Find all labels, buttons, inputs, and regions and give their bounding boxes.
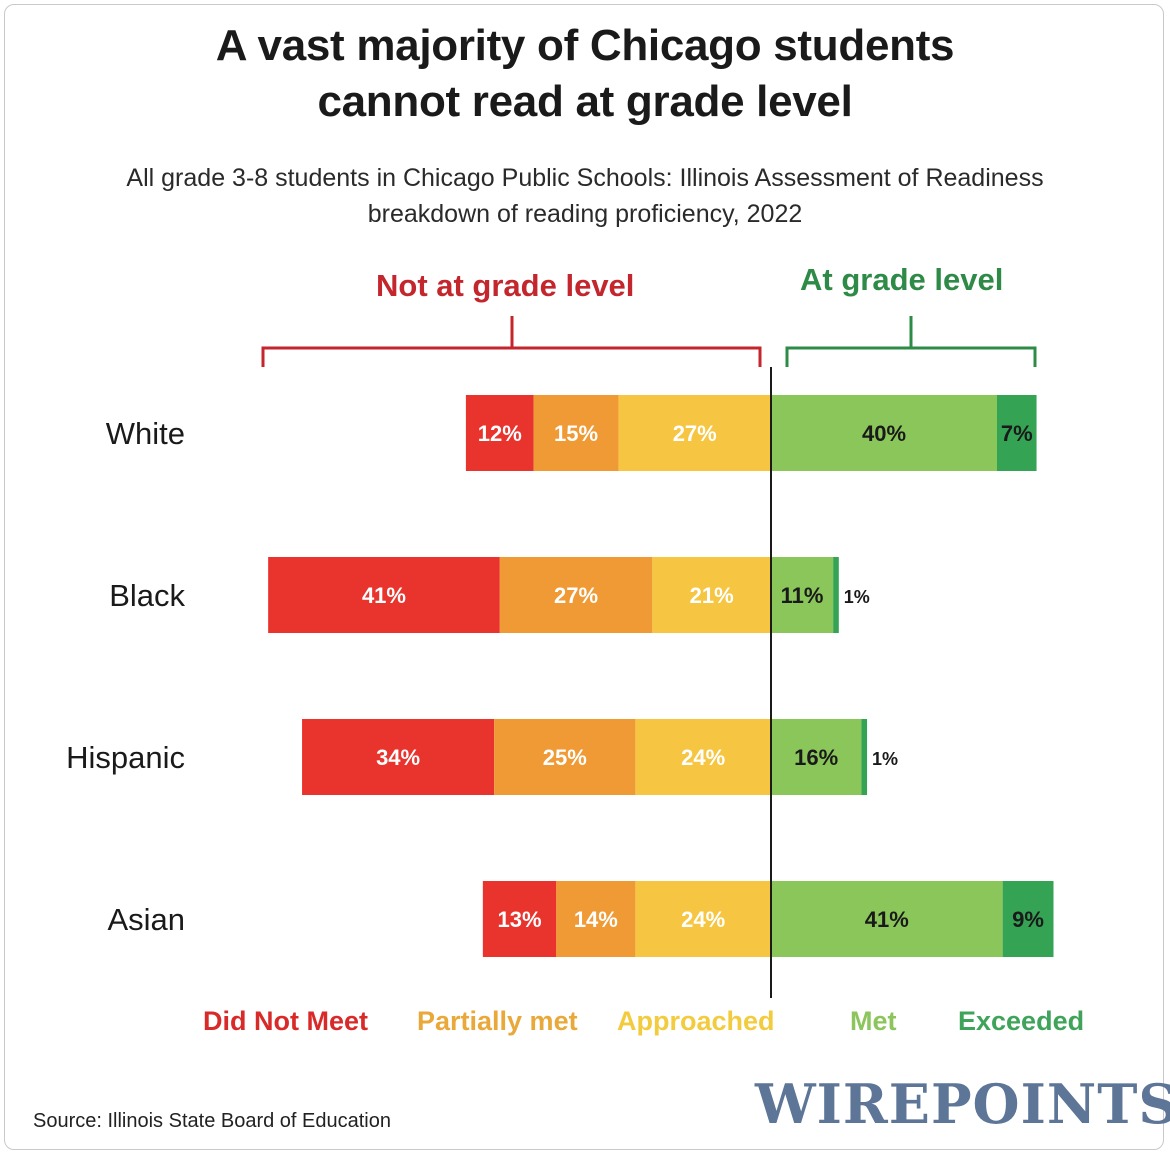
data-label-white-approached: 27% [673, 421, 717, 446]
wirepoints-logo: WIREPOINTS [755, 1072, 1170, 1136]
bar-hispanic-met [771, 719, 862, 795]
bar-white-partially-met [533, 395, 619, 471]
bar-white-exceeded [997, 395, 1037, 471]
legend-approached: Approached [617, 1006, 775, 1036]
source-note: Source: Illinois State Board of Educatio… [33, 1110, 391, 1132]
category-label-white: White [106, 416, 185, 451]
data-label-asian-exceeded: 9% [1012, 907, 1044, 932]
bar-black-exceeded [833, 557, 839, 633]
bar-asian-exceeded [1002, 881, 1054, 957]
bar-black-did-not-meet [268, 557, 500, 633]
bar-black-met [771, 557, 834, 633]
chart-subtitle: All grade 3-8 students in Chicago Public… [126, 164, 1044, 228]
data-label-black-met: 11% [781, 583, 824, 608]
bar-white-did-not-meet [465, 395, 534, 471]
legend-did-not-meet: Did Not Meet [203, 1006, 368, 1036]
bar-white-met [771, 395, 997, 471]
bar-hispanic-did-not-meet [302, 719, 495, 795]
category-label-black: Black [109, 578, 185, 613]
data-label-asian-met: 41% [865, 907, 909, 932]
data-label-black-did-not-meet: 41% [362, 583, 406, 608]
group-label-at-grade: At grade level [800, 262, 1004, 297]
data-label-hispanic-did-not-meet: 34% [376, 745, 420, 770]
data-label-black-approached: 21% [690, 583, 734, 608]
data-label-black-partially-met: 27% [554, 583, 598, 608]
data-label-white-exceeded: 7% [1001, 421, 1033, 446]
bar-asian-met [771, 881, 1003, 957]
category-label-asian: Asian [107, 902, 185, 937]
data-label-hispanic-met: 16% [794, 745, 838, 770]
bar-hispanic-approached [635, 719, 771, 795]
bar-asian-partially-met [556, 881, 636, 957]
data-label-asian-did-not-meet: 13% [498, 907, 542, 932]
legend-partially-met: Partially met [417, 1006, 578, 1036]
category-label-hispanic: Hispanic [66, 740, 185, 775]
legend-met: Met [850, 1006, 897, 1036]
data-label-black-exceeded: 1% [844, 587, 870, 607]
bracket-not-at-grade [261, 316, 762, 367]
data-label-hispanic-approached: 24% [681, 745, 725, 770]
group-label-not-at-grade: Not at grade level [376, 268, 635, 303]
data-label-asian-approached: 24% [681, 907, 725, 932]
data-label-hispanic-exceeded: 1% [872, 749, 898, 769]
bar-black-approached [652, 557, 771, 633]
bar-black-partially-met [499, 557, 653, 633]
bracket-at-grade [785, 316, 1037, 367]
data-label-white-met: 40% [862, 421, 906, 446]
chart-title-text: A vast majority of Chicago students cann… [215, 21, 955, 126]
data-label-hispanic-partially-met: 25% [543, 745, 587, 770]
data-label-white-did-not-meet: 12% [478, 421, 522, 446]
bar-asian-approached [635, 881, 771, 957]
legend-exceeded: Exceeded [958, 1006, 1085, 1036]
bar-asian-did-not-meet [482, 881, 557, 957]
data-label-white-partially-met: 15% [554, 421, 598, 446]
data-label-asian-partially-met: 14% [574, 907, 618, 932]
chart-title: A vast majority of Chicago students cann… [0, 18, 1170, 130]
bar-white-approached [618, 395, 771, 471]
bar-hispanic-exceeded [861, 719, 868, 795]
bar-hispanic-partially-met [494, 719, 636, 795]
